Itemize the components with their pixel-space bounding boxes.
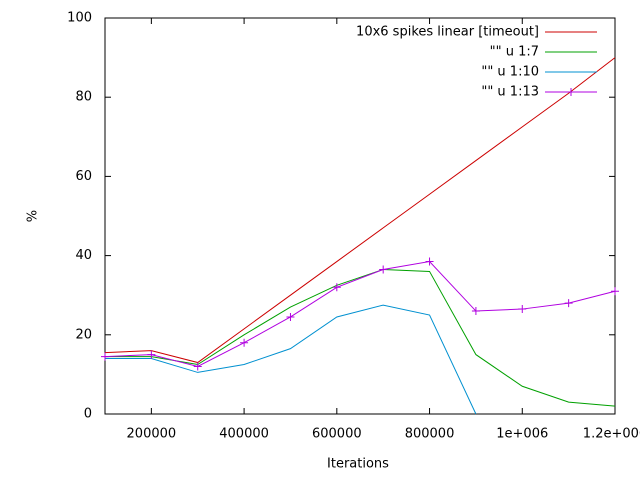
x-tick-label: 1e+006 xyxy=(496,427,548,442)
point-marker xyxy=(611,287,619,296)
series-line xyxy=(104,57,616,364)
y-tick-label: 100 xyxy=(67,11,92,26)
point-marker xyxy=(147,350,156,359)
point-marker xyxy=(332,283,341,292)
legend-label: "" u 1:7 xyxy=(490,45,539,60)
point-marker xyxy=(471,307,480,316)
x-axis-label: Iterations xyxy=(327,457,389,472)
point-marker xyxy=(286,312,295,321)
series-line xyxy=(105,304,477,415)
x-tick-label: 1.2e+006 xyxy=(583,427,640,442)
plot-border xyxy=(104,17,616,415)
y-tick-label: 0 xyxy=(84,407,92,422)
y-axis-label: % xyxy=(26,210,41,222)
series-line xyxy=(104,261,616,368)
y-tick-label: 80 xyxy=(75,90,92,105)
legend-marker xyxy=(567,88,575,96)
legend-label: "" u 1:10 xyxy=(481,65,539,80)
point-marker xyxy=(379,265,388,274)
legend-label: 10x6 spikes linear [timeout] xyxy=(356,25,539,40)
x-tick-label: 400000 xyxy=(219,427,269,442)
legend-label: "" u 1:13 xyxy=(481,85,539,100)
point-marker xyxy=(564,299,573,308)
point-marker xyxy=(518,305,527,314)
point-marker xyxy=(101,352,109,361)
point-marker xyxy=(425,257,434,266)
x-tick-label: 600000 xyxy=(312,427,362,442)
point-marker xyxy=(240,338,249,347)
series-line xyxy=(105,268,616,407)
y-tick-label: 20 xyxy=(75,327,92,342)
y-tick-label: 60 xyxy=(75,169,92,184)
x-tick-label: 200000 xyxy=(127,427,177,442)
x-tick-label: 800000 xyxy=(405,427,455,442)
point-marker xyxy=(193,362,202,371)
y-tick-label: 40 xyxy=(75,248,92,263)
